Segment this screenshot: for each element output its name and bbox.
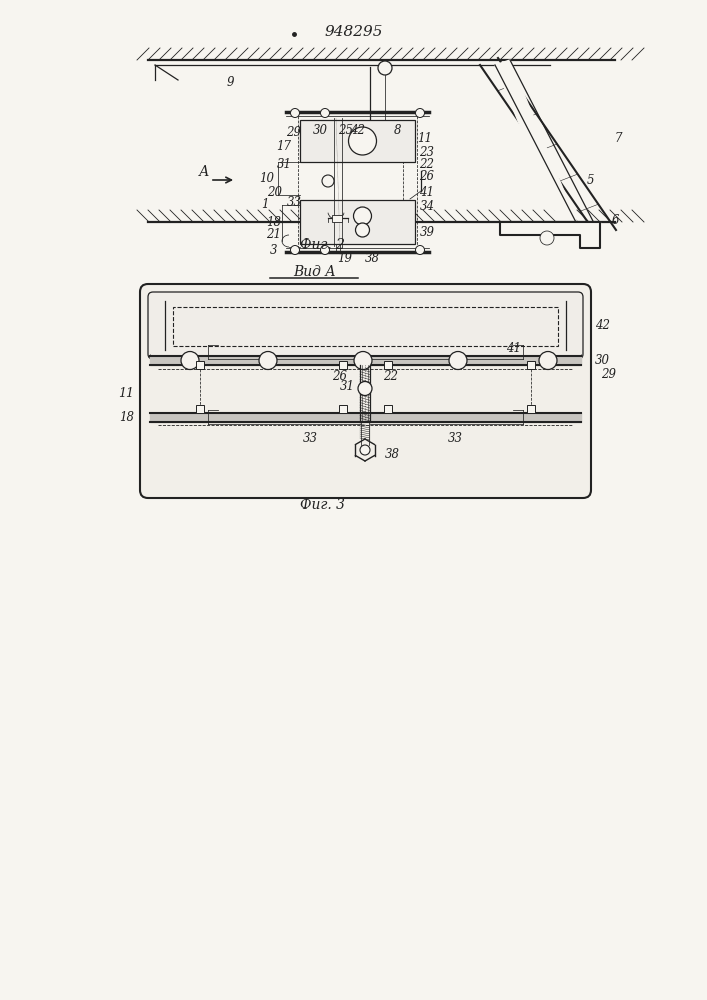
Text: 22: 22 <box>419 157 435 170</box>
Text: 29: 29 <box>286 125 301 138</box>
Bar <box>300 120 415 162</box>
Text: 33: 33 <box>303 432 317 444</box>
Text: 41: 41 <box>506 342 521 355</box>
Text: 31: 31 <box>276 157 291 170</box>
Text: Фиг. 2: Фиг. 2 <box>300 238 346 252</box>
Text: 21: 21 <box>267 228 281 240</box>
Text: 26: 26 <box>419 169 435 182</box>
Circle shape <box>181 352 199 369</box>
Circle shape <box>449 352 467 369</box>
Text: 18: 18 <box>267 216 281 229</box>
Text: Вид А: Вид А <box>293 265 337 279</box>
Circle shape <box>320 245 329 254</box>
Polygon shape <box>500 222 600 248</box>
Text: 3: 3 <box>270 243 278 256</box>
Text: 30: 30 <box>595 354 610 367</box>
Text: 23: 23 <box>419 145 435 158</box>
Text: 11: 11 <box>418 131 433 144</box>
Bar <box>527 405 535 413</box>
Circle shape <box>354 352 372 369</box>
Text: 34: 34 <box>419 200 435 214</box>
Text: 948295: 948295 <box>325 25 383 39</box>
Circle shape <box>358 381 372 395</box>
Text: 10: 10 <box>259 172 274 184</box>
Circle shape <box>354 207 371 225</box>
Text: 42: 42 <box>351 123 366 136</box>
Circle shape <box>416 108 424 117</box>
Circle shape <box>540 231 554 245</box>
Text: 25: 25 <box>339 123 354 136</box>
Text: 33: 33 <box>286 196 301 209</box>
Text: 31: 31 <box>340 380 355 393</box>
Circle shape <box>349 127 377 155</box>
Text: 11: 11 <box>118 387 134 400</box>
Text: 22: 22 <box>383 370 398 383</box>
Text: 29: 29 <box>601 368 616 381</box>
Text: 19: 19 <box>337 251 353 264</box>
Text: 18: 18 <box>119 411 134 424</box>
Text: 8: 8 <box>395 123 402 136</box>
Circle shape <box>378 61 392 75</box>
Text: 7: 7 <box>614 131 621 144</box>
Text: 1: 1 <box>262 198 269 212</box>
Bar <box>384 361 392 369</box>
Bar <box>173 307 558 346</box>
Text: 9: 9 <box>226 76 234 89</box>
Circle shape <box>356 223 370 237</box>
Bar <box>300 200 415 244</box>
Bar <box>339 405 347 413</box>
Polygon shape <box>150 413 581 422</box>
Bar <box>332 215 342 222</box>
Text: А: А <box>199 165 209 179</box>
Text: 38: 38 <box>365 251 380 264</box>
Polygon shape <box>480 58 598 244</box>
Circle shape <box>416 245 424 254</box>
FancyBboxPatch shape <box>140 284 591 498</box>
Text: 33: 33 <box>448 432 462 444</box>
Text: 39: 39 <box>419 226 435 238</box>
Circle shape <box>291 245 300 254</box>
Bar <box>339 361 347 369</box>
Circle shape <box>539 352 557 369</box>
Text: 30: 30 <box>312 123 327 136</box>
Bar <box>196 361 204 369</box>
Text: Фиг. 3: Фиг. 3 <box>300 498 346 512</box>
Text: 5: 5 <box>586 174 594 186</box>
Text: 20: 20 <box>267 186 283 198</box>
Polygon shape <box>150 356 581 365</box>
Circle shape <box>259 352 277 369</box>
Text: 26: 26 <box>332 370 347 383</box>
Polygon shape <box>495 60 580 235</box>
Bar <box>527 361 535 369</box>
Text: 42: 42 <box>595 319 610 332</box>
FancyBboxPatch shape <box>148 292 583 359</box>
Circle shape <box>320 108 329 117</box>
Circle shape <box>291 108 300 117</box>
Text: 6: 6 <box>612 214 619 227</box>
Text: 17: 17 <box>276 140 291 153</box>
Bar <box>384 405 392 413</box>
Text: 41: 41 <box>419 186 435 200</box>
Circle shape <box>322 175 334 187</box>
Text: 38: 38 <box>385 448 400 462</box>
Bar <box>196 405 204 413</box>
Circle shape <box>360 445 370 455</box>
